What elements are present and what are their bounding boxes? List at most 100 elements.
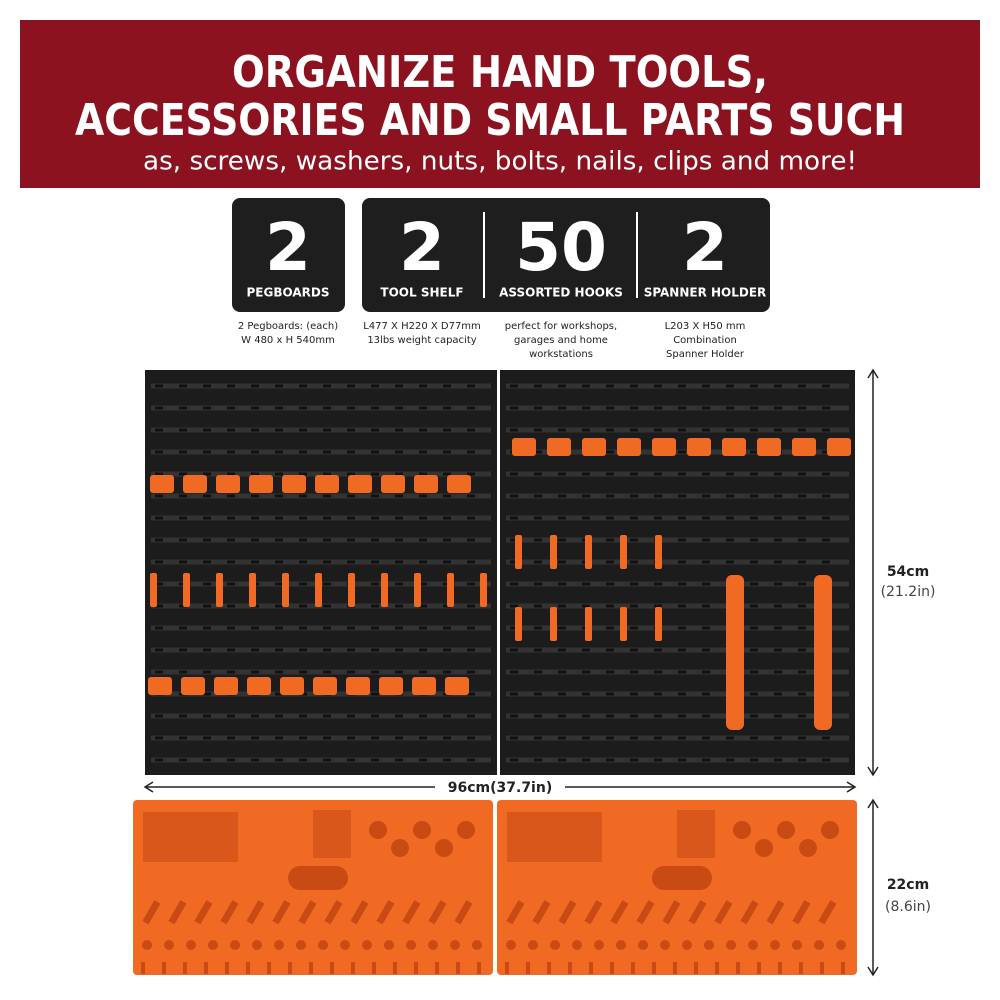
slot [798,472,806,476]
slot [630,692,638,696]
shelf-height-label: (8.6in) [885,899,931,915]
hole [391,839,409,857]
slot [822,560,830,564]
slot [419,736,427,740]
width-label: 96cm(37.7in) [448,780,552,796]
slot [203,582,211,586]
peg-hook [183,573,190,607]
slot [299,736,307,740]
slot [774,494,782,498]
arrow [846,781,857,793]
slot [678,560,686,564]
slot [419,648,427,652]
peg [568,962,572,974]
slot [395,714,403,718]
slot [227,714,235,718]
peg [351,962,355,974]
slot [402,900,421,925]
slot [726,538,734,542]
slot [654,384,662,388]
slot [251,626,259,630]
slot [774,604,782,608]
slot [510,582,518,586]
slot [558,900,577,925]
peg-hook [282,573,289,607]
slot [323,626,331,630]
slot [630,626,638,630]
slot [702,472,710,476]
slot [510,714,518,718]
slot [798,626,806,630]
slot [203,626,211,630]
feature-description: L203 X H50 mm [665,321,746,332]
slot [606,384,614,388]
slot [155,670,163,674]
slot [630,406,638,410]
slot [510,648,518,652]
slot [630,384,638,388]
slot [179,670,187,674]
slot [750,428,758,432]
slot [443,648,451,652]
slot [419,560,427,564]
slot [347,670,355,674]
slot [630,428,638,432]
feature-number: 2 [399,209,445,286]
slot [654,736,662,740]
pegboards [145,370,855,775]
slot [323,648,331,652]
slot [654,714,662,718]
slot [395,538,403,542]
slot [155,626,163,630]
slot [678,604,686,608]
slot [323,428,331,432]
slot [678,692,686,696]
slot [443,406,451,410]
slot [750,538,758,542]
slot [299,758,307,762]
slot [371,428,379,432]
slot [179,450,187,454]
dimensions: 96cm(37.7in) 54cm (21.2in) 22cm (8.6in) [143,368,935,977]
slot [467,758,475,762]
slot [822,384,830,388]
bin-hook [414,475,438,493]
slot [702,516,710,520]
slot [347,516,355,520]
slot [534,582,542,586]
hole [814,940,824,950]
slot [395,582,403,586]
hole [296,940,306,950]
slot [299,516,307,520]
slot [227,428,235,432]
slot [630,714,638,718]
slot [251,384,259,388]
slot [798,516,806,520]
slot [179,428,187,432]
slot [275,714,283,718]
slot [534,516,542,520]
slot [371,384,379,388]
slot [534,692,542,696]
peg [778,962,782,974]
bin-hook [445,677,469,695]
slot [606,736,614,740]
slot [726,472,734,476]
peg [757,962,761,974]
peg [589,962,593,974]
slot [347,494,355,498]
slot [467,538,475,542]
header-band [20,20,980,188]
slot [371,516,379,520]
slot [584,900,603,925]
slot [203,472,211,476]
slot [443,670,451,674]
slot [606,692,614,696]
slot [678,472,686,476]
slot [275,406,283,410]
peg [736,962,740,974]
slot [822,494,830,498]
slot [750,450,758,454]
compartment [288,866,348,890]
slot [678,428,686,432]
